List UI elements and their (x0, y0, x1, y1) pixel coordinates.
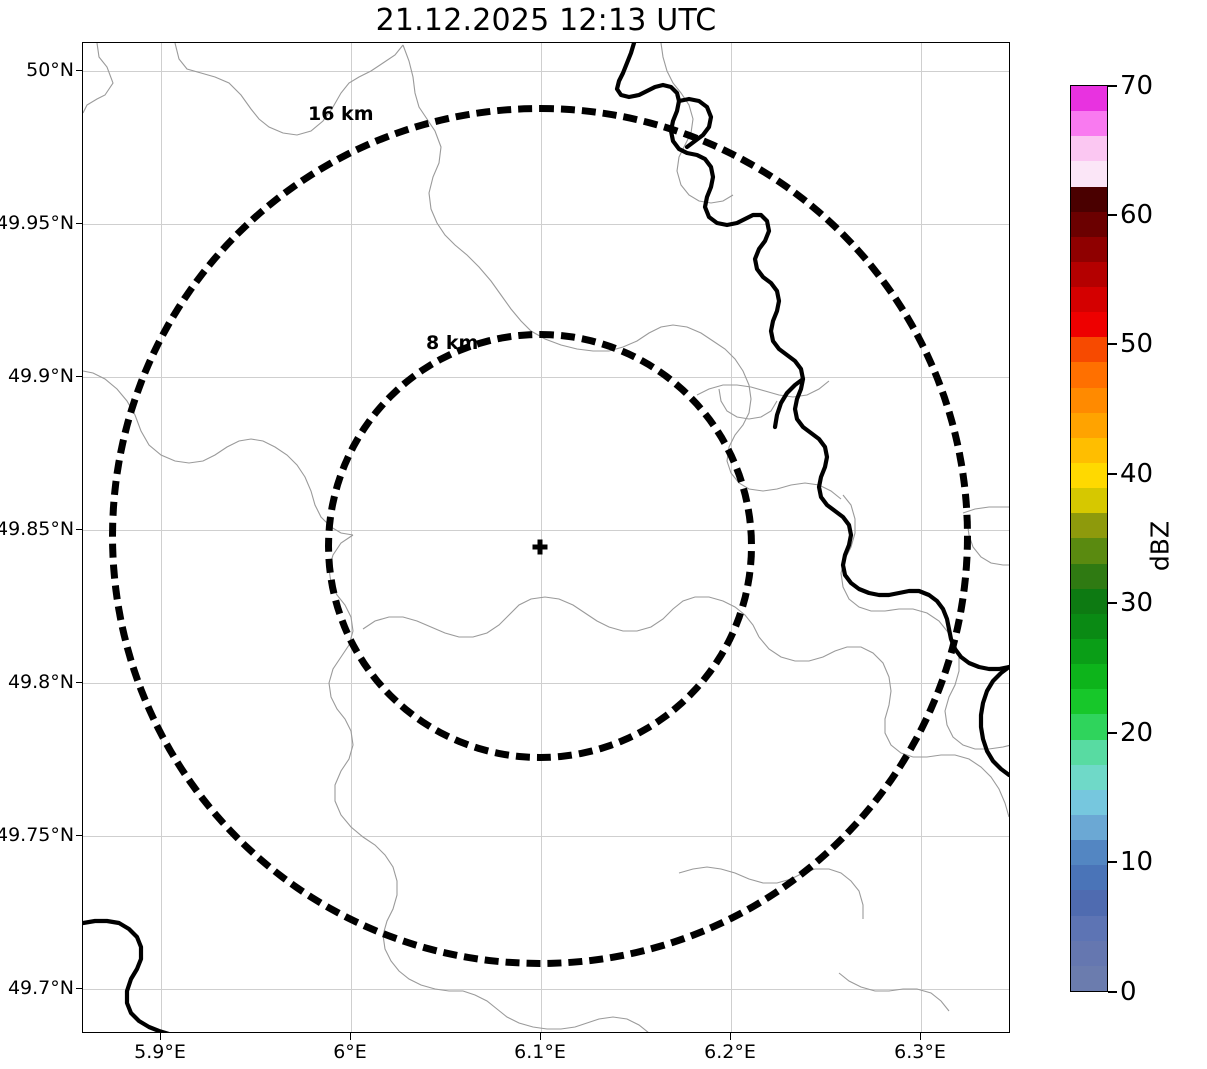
colorbar-label-40: 40 (1120, 459, 1154, 489)
colorbar-band-19 (1071, 488, 1107, 514)
x-tick-label-6.2: 6.2°E (704, 1041, 756, 1063)
colorbar-label-0: 0 (1120, 977, 1137, 1007)
colorbar-band-25 (1071, 337, 1107, 363)
colorbar-tickmark-0 (1108, 991, 1117, 993)
colorbar-tickmark-60 (1108, 214, 1117, 216)
colorbar-tickmark-70 (1108, 85, 1117, 87)
colorbar-band-16 (1071, 563, 1107, 589)
colorbar[interactable] (1070, 85, 1108, 992)
range-ring-16km-label: 16 km (308, 103, 374, 125)
colorbar-label-60: 60 (1120, 200, 1154, 230)
colorbar-band-14 (1071, 613, 1107, 640)
y-tickmark-49.75 (76, 835, 83, 837)
colorbar-band-32 (1071, 161, 1107, 187)
x-tick-label-6.1: 6.1°E (514, 1041, 566, 1063)
colorbar-band-26 (1071, 312, 1107, 338)
colorbar-band-34 (1071, 111, 1107, 137)
colorbar-label-30: 30 (1120, 588, 1154, 618)
colorbar-band-6 (1071, 815, 1107, 841)
colorbar-band-22 (1071, 412, 1107, 438)
range-ring-8km (325, 331, 755, 761)
colorbar-band-15 (1071, 588, 1107, 614)
colorbar-band-9 (1071, 739, 1107, 765)
colorbar-tickmark-20 (1108, 732, 1117, 734)
range-ring-16km (109, 105, 971, 967)
y-tick-label-49.7: 49.7°N (7, 977, 74, 999)
x-tick-label-5.9: 5.9°E (134, 1041, 186, 1063)
colorbar-band-31 (1071, 186, 1107, 212)
colorbar-band-27 (1071, 287, 1107, 313)
y-tick-label-49.8: 49.8°N (7, 671, 74, 693)
colorbar-band-4 (1071, 865, 1107, 891)
range-ring-8km-label: 8 km (426, 332, 479, 354)
colorbar-axis-label: dBZ (1145, 520, 1175, 572)
colorbar-band-1 (1071, 940, 1107, 966)
gridline-lat-49.7 (83, 989, 1009, 990)
colorbar-band-18 (1071, 513, 1107, 539)
y-tickmark-49.8 (76, 682, 83, 684)
y-tickmark-49.9 (76, 376, 83, 378)
colorbar-label-10: 10 (1120, 847, 1154, 877)
colorbar-label-70: 70 (1120, 71, 1154, 101)
colorbar-tickmark-50 (1108, 343, 1117, 345)
x-tickmark-6.0 (350, 1033, 352, 1040)
map-plot-area[interactable]: 16 km 8 km (82, 42, 1010, 1033)
colorbar-band-3 (1071, 890, 1107, 916)
colorbar-band-7 (1071, 789, 1107, 816)
y-tick-label-49.75: 49.75°N (0, 824, 75, 846)
colorbar-band-11 (1071, 689, 1107, 715)
y-tick-label-49.9: 49.9°N (7, 365, 74, 387)
colorbar-band-21 (1071, 437, 1107, 464)
radar-site-marker (532, 539, 548, 555)
y-tickmark-49.85 (76, 529, 83, 531)
colorbar-band-23 (1071, 387, 1107, 413)
colorbar-label-50: 50 (1120, 329, 1154, 359)
y-tickmark-49.95 (76, 223, 83, 225)
colorbar-band-35 (1071, 86, 1107, 112)
y-tickmark-50 (76, 70, 83, 72)
colorbar-band-29 (1071, 236, 1107, 262)
x-tickmark-5.9 (160, 1033, 162, 1040)
colorbar-band-33 (1071, 136, 1107, 162)
gridline-lat-50.0 (83, 71, 1009, 72)
x-tick-label-6.0: 6°E (333, 1041, 367, 1063)
colorbar-tickmark-30 (1108, 602, 1117, 604)
x-tick-label-6.3: 6.3°E (894, 1041, 946, 1063)
x-tickmark-6.1 (540, 1033, 542, 1040)
x-tickmark-6.3 (920, 1033, 922, 1040)
colorbar-band-12 (1071, 664, 1107, 690)
colorbar-label-20: 20 (1120, 718, 1154, 748)
colorbar-band-20 (1071, 463, 1107, 489)
y-tick-label-50: 50°N (26, 59, 74, 81)
colorbar-tickmark-10 (1108, 861, 1117, 863)
x-tickmark-6.2 (730, 1033, 732, 1040)
colorbar-band-28 (1071, 261, 1107, 288)
colorbar-band-13 (1071, 639, 1107, 665)
colorbar-band-10 (1071, 714, 1107, 740)
colorbar-band-5 (1071, 840, 1107, 866)
y-tick-label-49.95: 49.95°N (0, 212, 75, 234)
colorbar-band-0 (1071, 965, 1107, 991)
page-title: 21.12.2025 12:13 UTC (375, 3, 717, 38)
colorbar-band-2 (1071, 915, 1107, 941)
y-tickmark-49.7 (76, 988, 83, 990)
colorbar-band-8 (1071, 764, 1107, 790)
y-tick-label-49.85: 49.85°N (0, 518, 75, 540)
colorbar-band-30 (1071, 211, 1107, 237)
colorbar-band-24 (1071, 362, 1107, 388)
colorbar-tickmark-40 (1108, 473, 1117, 475)
colorbar-band-17 (1071, 538, 1107, 564)
